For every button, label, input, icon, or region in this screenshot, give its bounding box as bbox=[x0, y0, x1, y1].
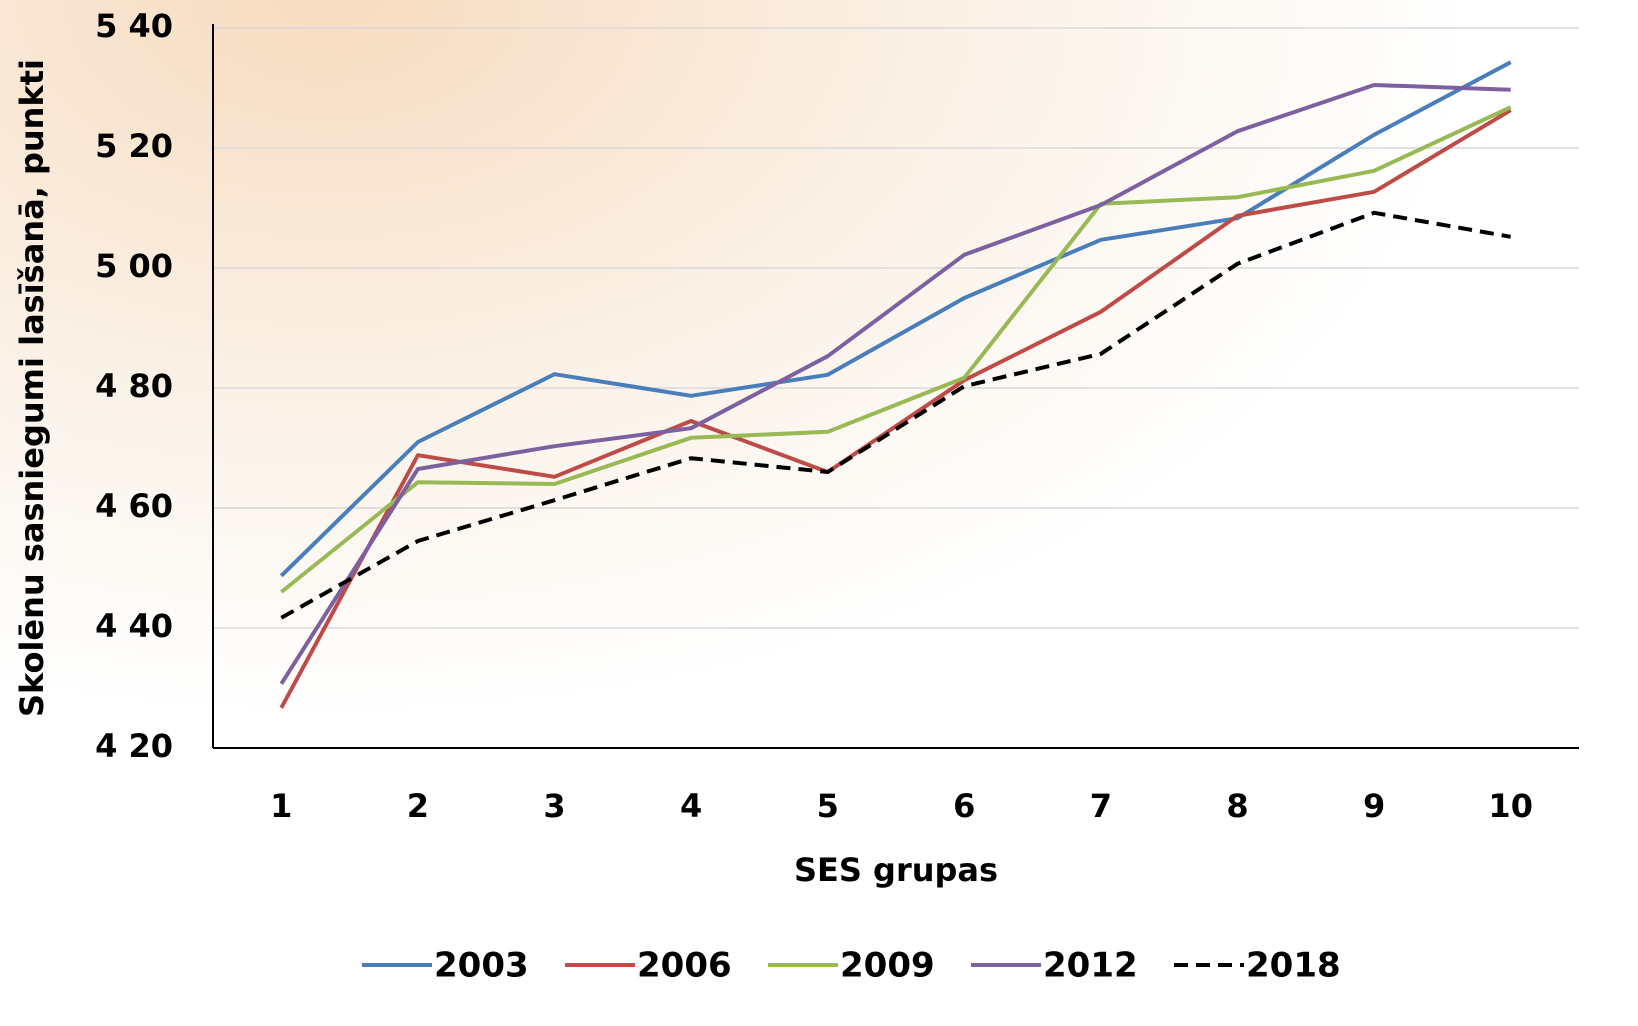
x-tick-label: 3 bbox=[543, 787, 565, 825]
y-tick-label: 4 80 bbox=[95, 367, 173, 405]
x-tick-label: 10 bbox=[1488, 787, 1533, 825]
x-axis-label: SES grupas bbox=[794, 851, 998, 889]
y-tick-label: 4 20 bbox=[95, 727, 173, 765]
legend-label: 2018 bbox=[1246, 946, 1341, 986]
y-tick-label: 5 20 bbox=[95, 127, 173, 165]
y-tick-label: 5 00 bbox=[95, 247, 173, 285]
chart: Skolēnu sasniegumi lasīšanā, punkti SES … bbox=[0, 0, 1638, 1026]
legend-label: 2003 bbox=[434, 946, 529, 986]
x-tick-label: 8 bbox=[1226, 787, 1248, 825]
y-tick-label: 4 60 bbox=[95, 487, 173, 525]
x-tick-label: 6 bbox=[953, 787, 975, 825]
x-tick-label: 7 bbox=[1090, 787, 1112, 825]
y-axis-label: Skolēnu sasniegumi lasīšanā, punkti bbox=[13, 59, 51, 717]
legend-label: 2009 bbox=[840, 946, 935, 986]
y-tick-label: 5 40 bbox=[95, 7, 173, 45]
legend-label: 2012 bbox=[1043, 946, 1138, 986]
y-tick-label: 4 40 bbox=[95, 607, 173, 645]
page: Skolēnu sasniegumi lasīšanā, punkti SES … bbox=[0, 0, 1638, 1026]
x-tick-label: 4 bbox=[680, 787, 702, 825]
x-tick-label: 5 bbox=[817, 787, 839, 825]
legend-label: 2006 bbox=[637, 946, 732, 986]
x-tick-label: 9 bbox=[1363, 787, 1385, 825]
x-tick-label: 1 bbox=[270, 787, 292, 825]
x-tick-label: 2 bbox=[407, 787, 429, 825]
